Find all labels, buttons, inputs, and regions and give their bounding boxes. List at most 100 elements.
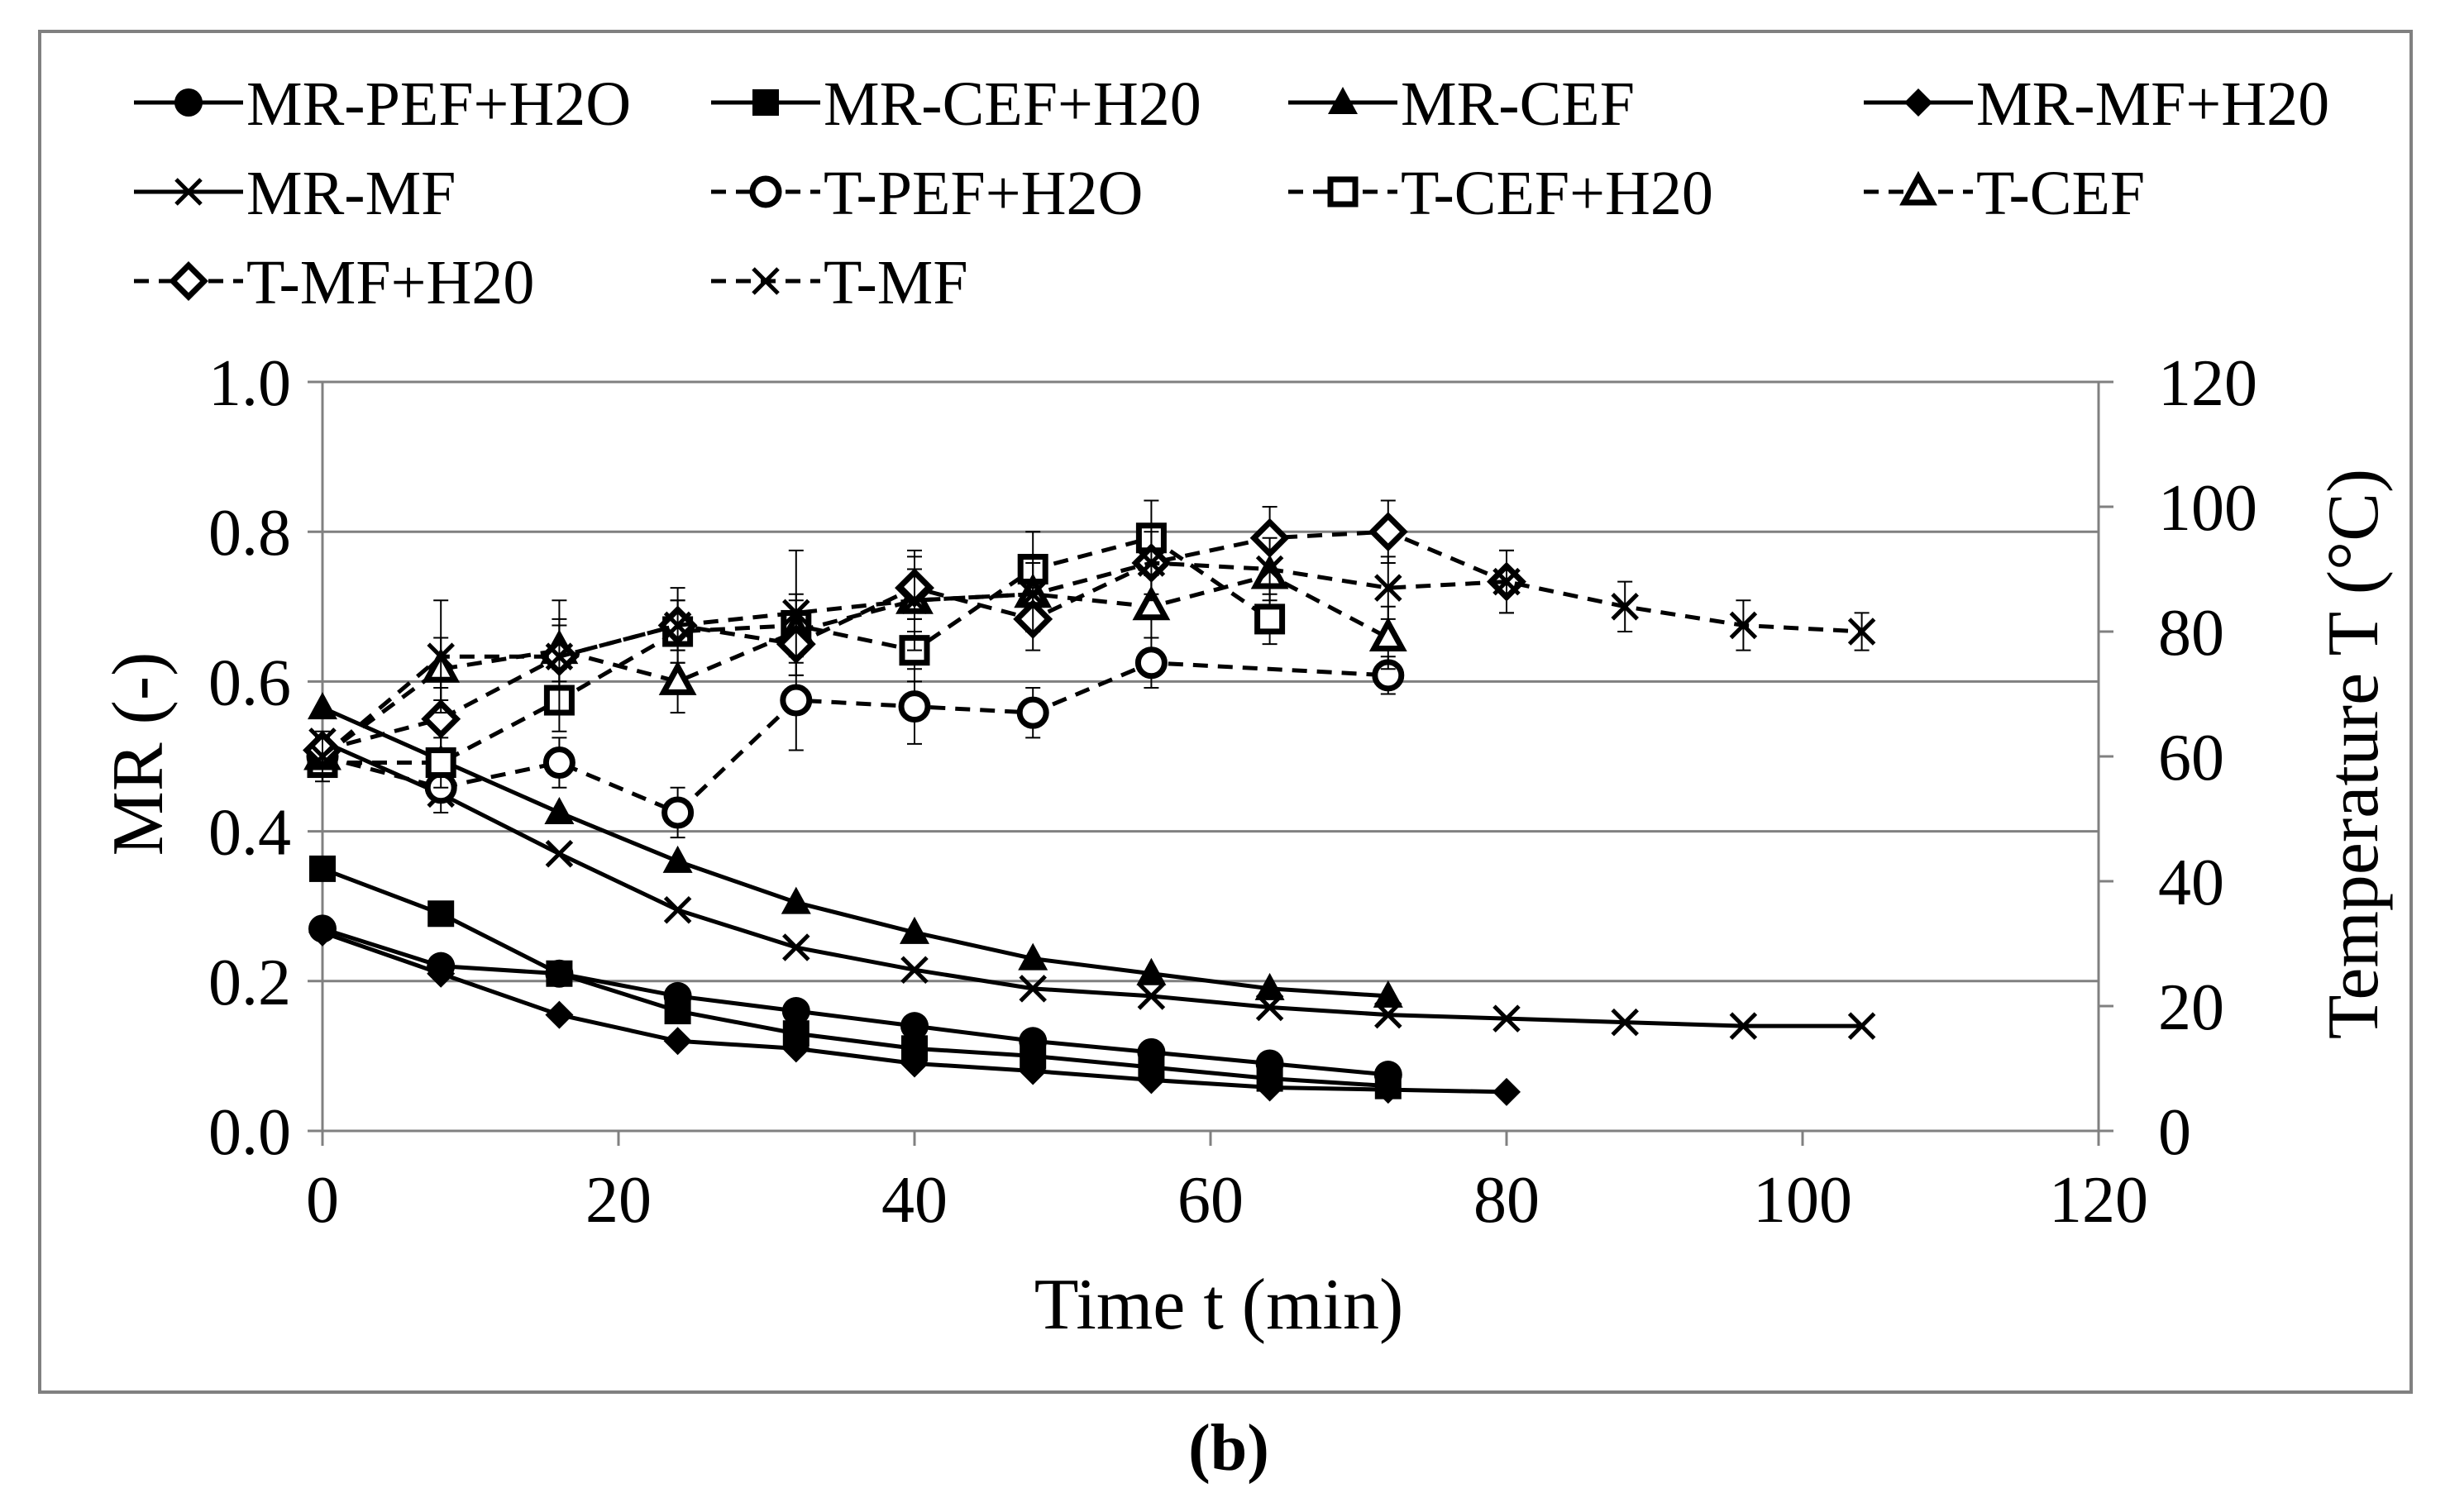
series-mr-mf-point <box>1611 1008 1639 1037</box>
series-mr-mf-h20-point <box>1492 1077 1521 1106</box>
x-stroke <box>1137 549 1166 577</box>
series-mr-cef-point <box>544 796 575 824</box>
x-tick-label: 100 <box>1753 1164 1852 1237</box>
series-mr-cef-point <box>662 845 693 873</box>
x-tick-label: 120 <box>2049 1164 2148 1237</box>
series-mr-pef-h2o-point <box>781 997 810 1026</box>
legend-item-mr-cef: MR-CEF <box>1288 69 1635 139</box>
series-t-mf-point <box>782 599 810 627</box>
y-axis-label: MR (-) <box>98 652 179 856</box>
legend-label: T-PEF+H2O <box>824 159 1143 228</box>
series-mr-mf-h20-point <box>1137 1066 1166 1095</box>
series-mr-mf-point <box>663 895 692 924</box>
series-t-mf-h20-point <box>1368 512 1408 552</box>
series-t-mf-point <box>1492 567 1521 596</box>
x-stroke <box>1492 1004 1521 1033</box>
legend-marker <box>749 175 782 208</box>
x-stroke <box>1374 574 1402 602</box>
series-t-cef-point <box>1132 585 1171 621</box>
series-t-cef-line <box>321 573 1389 759</box>
x-stroke <box>427 642 455 670</box>
legend-item-t-cef-h20: T-CEF+H20 <box>1288 159 1713 228</box>
legend-marker <box>1327 176 1359 207</box>
series-mr-mf-h20 <box>308 918 1521 1106</box>
series-mr-cef-line <box>321 705 1388 999</box>
legend-marker <box>1904 88 1932 117</box>
series-t-pef-h2o-point <box>1134 646 1168 680</box>
series-t-pef-h2o-point <box>661 796 695 829</box>
series-t-mf-point <box>1374 574 1402 602</box>
x-stroke <box>174 178 203 206</box>
legend-label: MR-MF <box>246 159 456 228</box>
series-mr-cef-h20-point <box>664 998 691 1025</box>
series-mr-cef-point <box>781 886 811 914</box>
series-mr-cef-h20-point <box>546 960 573 987</box>
legend-item-mr-cef-h20: MR-CEF+H20 <box>711 69 1201 139</box>
series-t-mf-point <box>1255 555 1284 584</box>
series-mr-mf-h20-point <box>545 1000 574 1029</box>
series-t-cef-point <box>658 661 697 695</box>
series-mr-mf-point <box>782 933 810 961</box>
legend-marker <box>752 89 779 116</box>
y2-tick-label: 120 <box>2158 347 2257 420</box>
x-stroke <box>1847 618 1876 646</box>
series-t-cef-h20-point <box>425 747 456 779</box>
series-group <box>303 499 1876 1106</box>
series-mr-mf-h20-point <box>781 1034 810 1063</box>
legend-label: T-CEF+H20 <box>1401 159 1713 228</box>
x-stroke <box>782 933 810 961</box>
x-stroke <box>663 895 692 924</box>
x-stroke <box>1611 593 1639 621</box>
x-tick-label: 80 <box>1473 1164 1540 1237</box>
x-stroke <box>752 267 780 295</box>
legend-label: T-CEF <box>1976 159 2145 228</box>
legend-label: MR-PEF+H2O <box>246 69 631 139</box>
series-mr-mf-point <box>1255 993 1284 1022</box>
series-mr-mf-point <box>1019 975 1047 1003</box>
y2-tick-label: 0 <box>2158 1096 2191 1169</box>
series-t-mf <box>308 524 1876 776</box>
series-mr-cef-point <box>1136 957 1167 985</box>
legend-marker <box>1899 170 1937 206</box>
y2-tick-label: 40 <box>2158 847 2224 919</box>
series-t-cef-h20-point <box>1254 603 1286 635</box>
x-tick-label: 0 <box>306 1164 339 1237</box>
series-mr-pef-h2o-line <box>322 926 1389 1077</box>
legend-label: MR-CEF+H20 <box>824 69 1201 139</box>
legend-marker <box>169 261 208 301</box>
series-t-mf-point <box>1847 618 1876 646</box>
x-stroke <box>545 642 574 670</box>
legend-item-mr-mf-h20: MR-MF+H20 <box>1864 69 2329 139</box>
series-t-cef-point <box>1368 617 1407 652</box>
y-tick-label: 1.0 <box>208 347 291 420</box>
series-mr-cef-point <box>308 692 337 720</box>
legend-marker <box>174 178 203 206</box>
series-t-mf-point <box>1611 593 1639 621</box>
series-t-pef-h2o-point <box>898 690 931 723</box>
legend-item-t-mf: T-MF <box>711 248 968 317</box>
legend-marker <box>752 267 780 295</box>
series-mr-cef-point <box>1254 972 1285 1000</box>
y2-tick-label: 100 <box>2158 472 2257 545</box>
series-t-mf-point <box>663 611 692 640</box>
legend-item-t-mf-h20: T-MF+H20 <box>134 248 534 317</box>
x-stroke <box>1729 611 1758 640</box>
legend-item-mr-mf: MR-MF <box>134 159 456 228</box>
x-stroke <box>782 599 810 627</box>
series-mr-pef-h2o-point <box>900 1012 929 1041</box>
legend-label: T-MF+H20 <box>246 248 534 317</box>
series-mr-cef-point <box>1018 942 1048 971</box>
x-stroke <box>1019 580 1047 608</box>
series-mr-mf-point <box>1374 1000 1402 1029</box>
legend: MR-PEF+H2O MR-CEF+H20 MR-CEF MR-MF+H20 MR-MF… <box>134 69 2329 317</box>
legend-item-mr-pef-h2o: MR-PEF+H2O <box>134 69 631 139</box>
series-mr-mf-h20-point <box>1373 1076 1402 1104</box>
series-t-mf-point <box>308 742 337 770</box>
series-mr-cef-h20-line <box>322 866 1388 1089</box>
series-mr-mf-h20-point <box>900 1049 929 1078</box>
y-tick-label: 0.2 <box>208 947 291 1019</box>
x-stroke <box>663 611 692 640</box>
series-mr-mf-h20-point <box>663 1027 692 1056</box>
